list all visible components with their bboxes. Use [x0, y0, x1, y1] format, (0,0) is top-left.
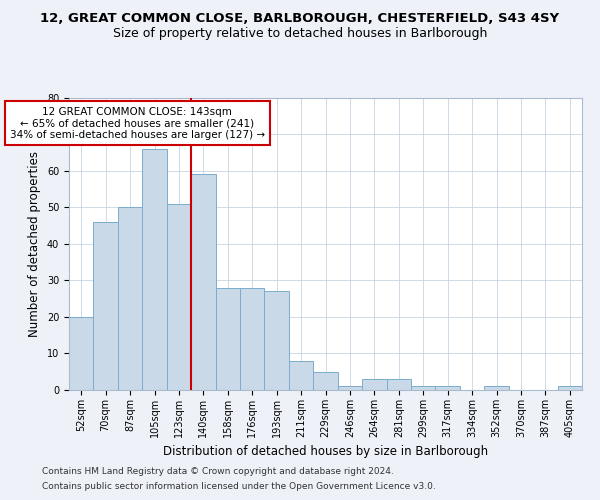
Bar — [118, 207, 142, 390]
Bar — [411, 386, 436, 390]
Text: Size of property relative to detached houses in Barlborough: Size of property relative to detached ho… — [113, 28, 487, 40]
Bar — [557, 386, 582, 390]
Text: 12, GREAT COMMON CLOSE, BARLBOROUGH, CHESTERFIELD, S43 4SY: 12, GREAT COMMON CLOSE, BARLBOROUGH, CHE… — [40, 12, 560, 26]
Bar — [362, 379, 386, 390]
Bar — [338, 386, 362, 390]
Bar — [167, 204, 191, 390]
Bar — [289, 361, 313, 390]
Bar — [69, 317, 94, 390]
Bar — [94, 222, 118, 390]
Text: Contains public sector information licensed under the Open Government Licence v3: Contains public sector information licen… — [42, 482, 436, 491]
Bar — [191, 174, 215, 390]
Bar — [240, 288, 265, 390]
Bar — [142, 148, 167, 390]
Text: Contains HM Land Registry data © Crown copyright and database right 2024.: Contains HM Land Registry data © Crown c… — [42, 467, 394, 476]
X-axis label: Distribution of detached houses by size in Barlborough: Distribution of detached houses by size … — [163, 446, 488, 458]
Bar — [313, 372, 338, 390]
Y-axis label: Number of detached properties: Number of detached properties — [28, 151, 41, 337]
Bar — [436, 386, 460, 390]
Bar — [265, 292, 289, 390]
Text: 12 GREAT COMMON CLOSE: 143sqm
← 65% of detached houses are smaller (241)
34% of : 12 GREAT COMMON CLOSE: 143sqm ← 65% of d… — [10, 106, 265, 140]
Bar — [215, 288, 240, 390]
Bar — [386, 379, 411, 390]
Bar — [484, 386, 509, 390]
